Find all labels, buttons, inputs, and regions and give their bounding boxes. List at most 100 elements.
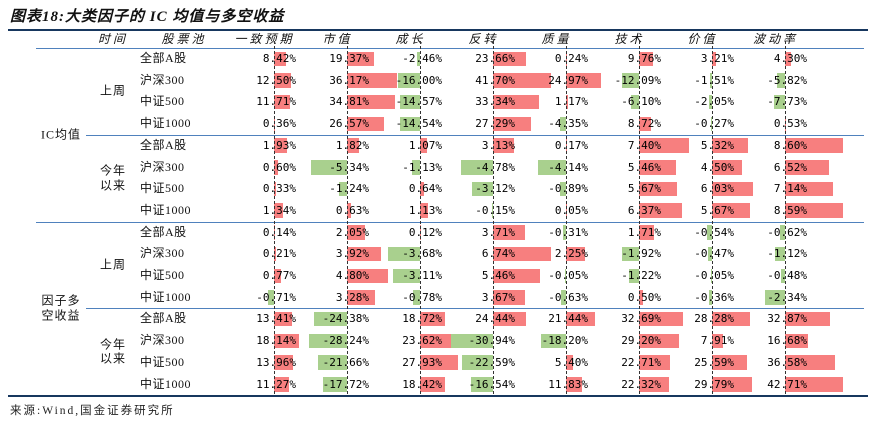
- value-text: 2.05%: [335, 225, 369, 239]
- stock-pool-label: 中证500: [140, 181, 185, 196]
- positive-bar: [493, 225, 525, 240]
- negative-bar: [709, 73, 712, 88]
- value-cell: 7.91%: [666, 330, 739, 352]
- value-cell: 36.58%: [739, 352, 835, 374]
- value-text: -1.24%: [329, 182, 369, 196]
- positive-bar: [493, 246, 551, 262]
- value-text: 4.30%: [773, 52, 807, 65]
- value-cell: 1.71%: [593, 222, 666, 244]
- positive-bar: [493, 94, 540, 110]
- table-row: 沪深300 0.21% 3.92% -3.68% 6.74% 2.25% -1.92% -0.…: [36, 243, 812, 265]
- value-text: 1.17%: [554, 95, 588, 109]
- positive-bar: [420, 203, 428, 218]
- value-text: 1.93%: [262, 138, 296, 152]
- value-text: 1.82%: [335, 138, 369, 152]
- value-cell: -0.48%: [739, 265, 812, 287]
- value-text: 1.13%: [408, 203, 442, 217]
- value-cell: -2.46%: [374, 48, 447, 70]
- value-text: -0.63%: [548, 290, 588, 304]
- value-cell: 6.52%: [739, 157, 829, 179]
- value-cell: 7.14%: [739, 178, 834, 200]
- negative-bar: [471, 181, 493, 197]
- positive-bar: [274, 51, 286, 66]
- value-text: 5.32%: [700, 138, 734, 152]
- negative-bar: [413, 290, 420, 305]
- table-row: 中证1000 1.34% 0.63% 1.13% -0.15% 0.05% 6.37% 5.6…: [36, 200, 843, 222]
- table-row: 中证500 13.96% -21.66% 27.93% -22.59% 5.40% 22.7…: [36, 352, 835, 374]
- value-cell: -1.51%: [666, 70, 739, 92]
- value-text: -3.11%: [402, 269, 442, 282]
- negative-bar: [338, 181, 347, 197]
- top-rule: [8, 29, 868, 31]
- value-cell: 11.71%: [228, 91, 301, 113]
- value-text: 0.21%: [262, 247, 296, 261]
- positive-bar: [493, 73, 551, 88]
- figure-title: 图表18:大类因子的 IC 均值与多空收益: [10, 9, 285, 25]
- value-text: -1.51%: [694, 73, 734, 87]
- positive-bar: [347, 51, 374, 66]
- value-text: -1.12%: [767, 247, 807, 261]
- period-label-text: 上周: [100, 83, 127, 98]
- column-header-4: 市值: [322, 32, 353, 46]
- value-text: 23.62%: [402, 334, 442, 348]
- value-text: -16.00%: [395, 73, 442, 87]
- value-text: -28.24%: [322, 334, 369, 348]
- section-label: IC均值: [36, 127, 86, 142]
- value-text: 29.20%: [621, 334, 661, 348]
- value-text: 0.17%: [554, 138, 588, 152]
- value-cell: -0.31%: [520, 222, 593, 244]
- value-text: -0.31%: [548, 225, 588, 239]
- value-cell: 19.37%: [301, 48, 374, 70]
- positive-bar: [712, 355, 747, 370]
- stock-pool-label: 沪深300: [140, 333, 185, 348]
- period-label: 上周: [86, 84, 140, 99]
- value-cell: 34.81%: [301, 91, 396, 113]
- period-label-text: 上周: [100, 257, 127, 272]
- value-cell: -16.00%: [374, 70, 447, 92]
- column-header-6: 反转: [468, 32, 499, 46]
- table-row: 中证500 11.71% 34.81% -14.57% 33.34% 1.17% -6.10…: [36, 91, 812, 113]
- positive-bar: [712, 311, 751, 327]
- negative-bar: [412, 160, 420, 175]
- value-cell: 0.21%: [228, 243, 301, 265]
- value-text: 3.92%: [335, 247, 369, 261]
- table-row: 沪深300 18.14% -28.24% 23.62% -30.94% -18.20% 29…: [36, 330, 812, 352]
- value-cell: 0.64%: [374, 178, 447, 200]
- value-cell: -30.94%: [447, 330, 520, 352]
- bottom-rule: [8, 395, 868, 397]
- value-text: 6.52%: [773, 160, 807, 174]
- value-text: 36.58%: [767, 355, 807, 369]
- value-cell: -17.72%: [301, 374, 374, 396]
- column-header-9: 价值: [687, 32, 718, 46]
- stock-pool-label: 中证1000: [140, 116, 192, 131]
- positive-bar: [566, 246, 586, 262]
- row-separator-line: [36, 48, 864, 49]
- value-text: 21.44%: [548, 312, 588, 326]
- value-text: 1.71%: [627, 225, 661, 239]
- positive-bar: [274, 94, 291, 110]
- value-cell: 3.71%: [447, 222, 525, 244]
- negative-bar: [308, 333, 347, 349]
- negative-bar: [707, 246, 712, 262]
- positive-bar: [785, 355, 835, 370]
- value-text: -4.78%: [475, 160, 515, 174]
- table-row: 全部A股 0.14% 2.05% 0.12% 3.71% -0.31% 1.71% -0.54…: [36, 222, 812, 244]
- value-cell: -2.34%: [739, 287, 812, 309]
- table-row: 中证1000 -0.71% 3.28% -0.78% 3.67% -0.63% 0.50% -…: [36, 287, 812, 309]
- value-text: -7.73%: [767, 95, 807, 109]
- value-cell: 29.79%: [666, 374, 753, 396]
- negative-bar: [399, 94, 420, 110]
- value-cell: 16.68%: [739, 330, 812, 352]
- value-cell: 5.46%: [447, 265, 540, 287]
- value-cell: 0.12%: [374, 222, 447, 244]
- table-row: 全部A股 8.42% 19.37% -2.46% 23.66% 0.24% 9.76% 3.2…: [36, 48, 812, 70]
- stock-pool-label: 沪深300: [140, 72, 185, 87]
- negative-bar: [462, 355, 493, 370]
- value-cell: 0.60%: [228, 157, 301, 179]
- value-text: 11.71%: [256, 95, 296, 109]
- row-separator-line: [86, 134, 864, 136]
- negative-bar: [393, 268, 420, 283]
- value-text: 3.13%: [481, 138, 515, 152]
- positive-bar: [712, 377, 753, 392]
- value-cell: 23.62%: [374, 330, 453, 352]
